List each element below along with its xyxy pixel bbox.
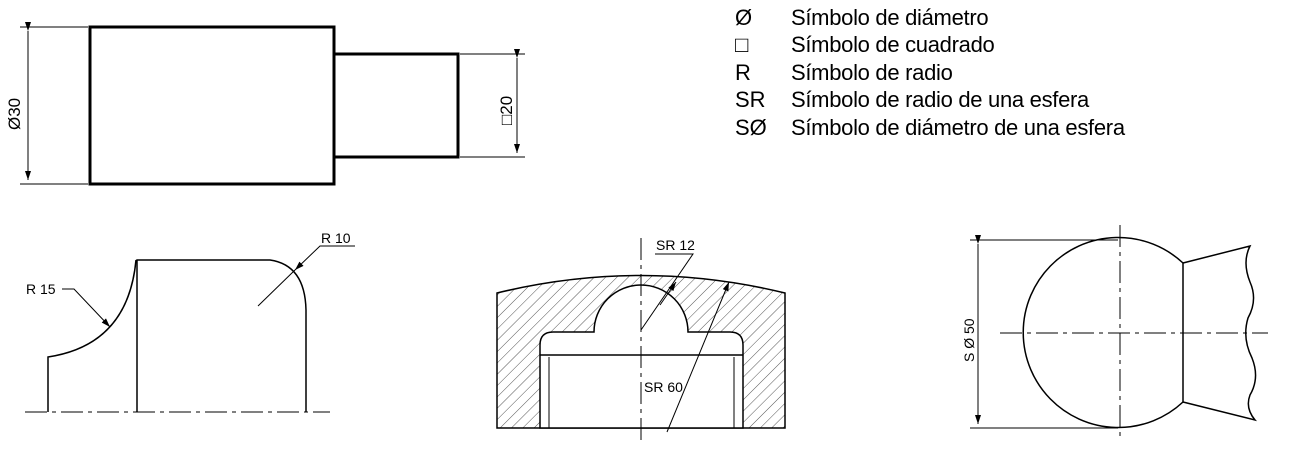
shaft-large-section (88, 25, 336, 186)
r10-label: R 10 (321, 230, 351, 246)
legend-text-diameter: Símbolo de diámetro (791, 4, 989, 30)
diameter-30-label: Ø30 (5, 98, 24, 130)
legend-text-sphere-radius: Símbolo de radio de una esfera (791, 87, 1089, 113)
legend-text-square: Símbolo de cuadrado (791, 32, 995, 58)
diameter-symbol-icon: Ø (735, 4, 753, 30)
symbol-legend: Ø Símbolo de diámetro □ Símbolo de cuadr… (735, 4, 1125, 142)
legend-row-sphere-radius: SR Símbolo de radio de una esfera (735, 87, 1125, 115)
legend-row-sphere-diameter: SØ Símbolo de diámetro de una esfera (735, 114, 1125, 142)
concave-r15-profile (47, 259, 137, 412)
radius-symbol: R (735, 59, 751, 85)
sphere-end-drawing (970, 225, 1268, 440)
sphere-radius-symbol: SR (735, 87, 766, 113)
sr12-label: SR 12 (656, 237, 695, 253)
legend-row-radius: R Símbolo de radio (735, 59, 1125, 87)
legend-row-square: □ Símbolo de cuadrado (735, 32, 1125, 60)
spherical-cap-section (496, 238, 786, 440)
sphere-diameter-symbol: SØ (735, 114, 767, 140)
legend-text-radius: Símbolo de radio (791, 59, 953, 85)
r15-label: R 15 (26, 281, 56, 297)
shaft-break-outline (1182, 244, 1258, 422)
square-20-label: □20 (497, 96, 516, 125)
sphere-sd50-label: S Ø 50 (961, 318, 977, 362)
legend-text-sphere-diameter: Símbolo de diámetro de una esfera (791, 114, 1125, 140)
stepped-shaft-drawing (20, 22, 525, 186)
legend-row-diameter: Ø Símbolo de diámetro (735, 4, 1125, 32)
square-symbol-icon: □ (735, 32, 749, 58)
radius-profile-drawing (25, 245, 355, 413)
sr60-label: SR 60 (644, 379, 683, 395)
shaft-small-section (332, 52, 460, 159)
sr60-leader (666, 281, 730, 433)
sphere-outline (1022, 236, 1184, 429)
convex-r10-profile (136, 259, 307, 412)
